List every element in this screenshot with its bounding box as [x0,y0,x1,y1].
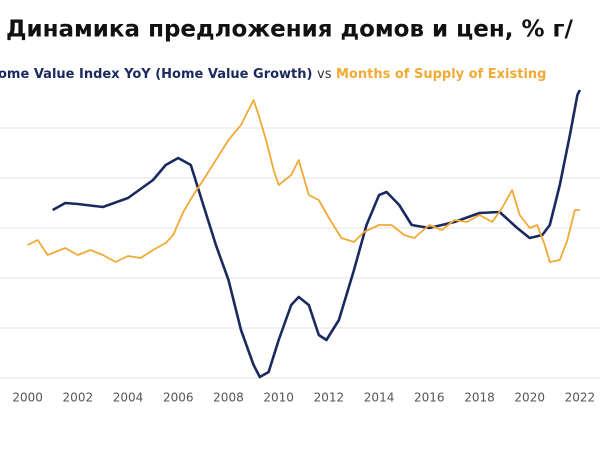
x-tick-label: 2012 [314,391,345,405]
series-line [52,89,582,379]
x-tick-label: 2002 [63,391,94,405]
legend-entry: Months of Supply of Existing [336,67,546,82]
subtitle-connector: vs [317,67,332,82]
x-tick-label: 2014 [364,391,395,405]
legend-entry: ome Value Index YoY (Home Value Growth) [0,67,312,82]
x-tick-label: 2000 [12,391,43,405]
x-tick-label: 2006 [163,391,194,405]
x-tick-label: 2010 [263,391,294,405]
x-tick-label: 2008 [213,391,244,405]
x-tick-label: 2016 [414,391,445,405]
chart-title: Динамика предложения домов и цен, % г/ [6,17,574,43]
chart-subtitle: ome Value Index YoY (Home Value Growth) … [0,67,546,82]
x-tick-label: 2004 [113,391,144,405]
series-line [27,99,580,263]
x-tick-label: 2018 [464,391,495,405]
x-tick-label: 2022 [565,391,596,405]
x-tick-label: 2020 [514,391,545,405]
